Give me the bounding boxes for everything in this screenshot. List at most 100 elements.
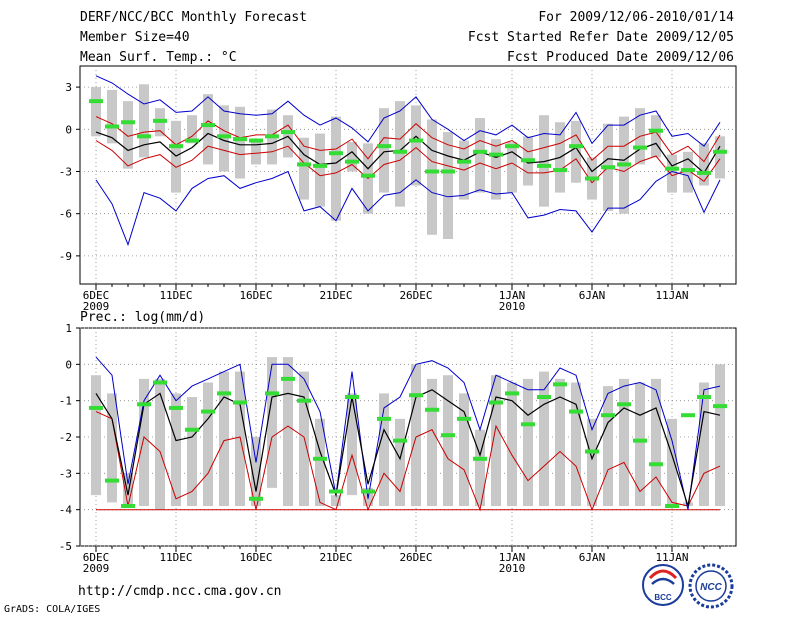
observed-marker	[105, 124, 119, 129]
spread-box	[155, 378, 165, 510]
observed-marker	[649, 462, 663, 467]
spread-box	[651, 378, 661, 507]
spread-box	[667, 418, 677, 507]
observed-marker	[697, 395, 711, 400]
spread-box	[699, 382, 709, 507]
spread-box	[331, 495, 341, 507]
x-tick-label: 21DEC	[319, 551, 352, 564]
x-tick-label: 26DEC	[399, 551, 432, 564]
x-tick-label: 11JAN	[655, 289, 688, 302]
observed-marker	[153, 118, 167, 123]
spread-box	[219, 105, 229, 172]
observed-marker	[185, 427, 199, 432]
observed-marker	[473, 456, 487, 461]
spread-box	[139, 84, 149, 158]
series-line-mean	[95, 131, 721, 174]
spread-box	[603, 386, 613, 507]
observed-marker	[361, 173, 375, 178]
chart-title: DERF/NCC/BCC Monthly Forecast	[80, 10, 307, 25]
y-tick-label: -2	[59, 431, 72, 444]
x-tick-label: 16DEC	[239, 551, 272, 564]
x-tick-label: 6JAN	[579, 551, 606, 564]
spread-box	[667, 154, 677, 193]
spread-box	[619, 378, 629, 507]
spread-box	[411, 364, 421, 507]
observed-marker	[489, 400, 503, 405]
observed-marker	[457, 159, 471, 164]
observed-marker	[489, 152, 503, 157]
observed-marker	[201, 123, 215, 128]
spread-box	[635, 382, 645, 507]
x-tick-label: 6DEC	[83, 289, 110, 302]
observed-marker	[649, 128, 663, 133]
spread-box	[459, 393, 469, 507]
spread-box	[475, 118, 485, 193]
series-line-mean	[95, 389, 721, 507]
spread-box	[571, 382, 581, 507]
observed-marker	[345, 159, 359, 164]
observed-marker	[377, 416, 391, 421]
spread-box	[507, 382, 517, 507]
spread-box	[267, 357, 277, 488]
y-tick-label: -1	[59, 395, 72, 408]
spread-box	[427, 119, 437, 235]
observed-marker	[233, 137, 247, 142]
spread-box	[379, 108, 389, 193]
x-tick-label: 11DEC	[159, 551, 192, 564]
spread-box	[139, 378, 149, 507]
observed-marker	[345, 395, 359, 400]
series-line-max	[95, 75, 721, 147]
observed-marker	[121, 120, 135, 125]
spread-box	[539, 115, 549, 207]
spread-box	[107, 89, 117, 144]
x-tick-year: 2010	[499, 562, 526, 575]
observed-marker	[185, 138, 199, 143]
spread-box	[555, 378, 565, 507]
observed-marker	[425, 407, 439, 412]
observed-marker	[201, 409, 215, 414]
series-line-lower_pct	[95, 411, 721, 512]
observed-marker	[521, 422, 535, 427]
observed-marker	[569, 144, 583, 149]
x-tick-year: 2009	[83, 300, 110, 313]
spread-box	[507, 141, 517, 193]
header-right: For 2009/12/06-2010/01/14 Fcst Started R…	[468, 8, 734, 68]
spread-box	[347, 141, 357, 172]
observed-marker	[169, 144, 183, 149]
spread-box	[171, 120, 181, 193]
observed-marker	[297, 162, 311, 167]
x-tick-label: 11DEC	[159, 289, 192, 302]
observed-marker	[265, 391, 279, 396]
spread-box	[683, 151, 693, 193]
spread-box	[427, 378, 437, 507]
observed-marker	[313, 163, 327, 168]
observed-marker	[585, 449, 599, 454]
observed-marker	[617, 402, 631, 407]
y-tick-label: -5	[59, 540, 72, 553]
observed-marker	[249, 138, 263, 143]
spread-box	[171, 393, 181, 507]
spread-box	[651, 115, 661, 158]
observed-marker	[457, 416, 471, 421]
observed-marker	[377, 144, 391, 149]
spread-box	[219, 371, 229, 507]
observed-marker	[441, 433, 455, 438]
spread-box	[187, 115, 197, 144]
source-url[interactable]: http://cmdp.ncc.cma.gov.cn	[78, 584, 282, 599]
observed-marker	[233, 400, 247, 405]
x-tick-label: 21DEC	[319, 289, 352, 302]
spread-box	[571, 120, 581, 183]
spread-box	[587, 418, 597, 507]
observed-marker	[537, 163, 551, 168]
spread-box	[91, 87, 101, 137]
observed-marker	[713, 404, 727, 409]
spread-box	[491, 139, 501, 200]
observed-marker	[633, 145, 647, 150]
observed-marker	[409, 138, 423, 143]
x-tick-label: 1JAN	[499, 551, 526, 564]
observed-marker	[105, 478, 119, 483]
observed-marker	[505, 144, 519, 149]
observed-marker	[89, 99, 103, 104]
spread-box	[347, 393, 357, 496]
